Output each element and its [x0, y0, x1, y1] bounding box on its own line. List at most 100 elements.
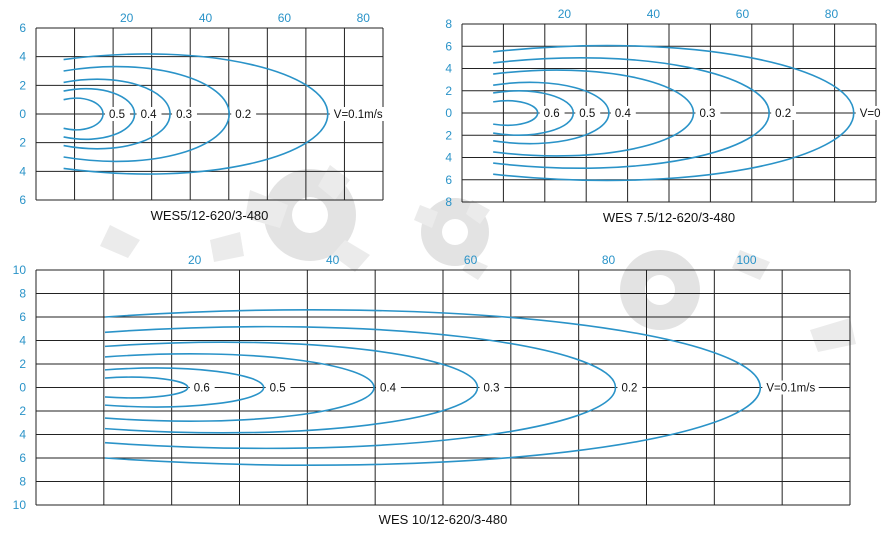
- y-tick-label: 2: [19, 357, 26, 371]
- y-tick-label: 10: [13, 498, 27, 512]
- y-tick-label: 4: [445, 62, 452, 76]
- x-tick-label: 20: [558, 7, 572, 21]
- y-tick-label: 6: [445, 39, 452, 53]
- y-tick-label: 4: [445, 151, 452, 165]
- x-tick-label: 40: [326, 253, 340, 267]
- gear-teeth-icon: [414, 200, 490, 280]
- x-tick-label: 80: [357, 11, 371, 25]
- contour-label-bg: [329, 107, 387, 121]
- velocity-contour: [104, 367, 265, 408]
- y-tick-label: 6: [19, 21, 26, 35]
- contour-label: 0.4: [141, 109, 158, 121]
- contour-label-bg: [539, 106, 565, 120]
- y-tick-label: 0: [445, 106, 452, 120]
- x-tick-label: 60: [464, 253, 478, 267]
- contour-label-bg: [376, 380, 401, 395]
- contour-label: 0.2: [775, 108, 791, 120]
- y-tick-label: 0: [19, 381, 26, 395]
- y-tick-label: 4: [19, 428, 26, 442]
- velocity-contour: [104, 376, 189, 399]
- contour-label-bg: [189, 380, 215, 395]
- contour-label: 0.3: [483, 383, 499, 395]
- x-tick-label: 40: [199, 11, 213, 25]
- y-tick-label: 6: [445, 173, 452, 187]
- y-tick-label: 6: [19, 451, 26, 465]
- y-tick-label: 8: [445, 17, 452, 31]
- velocity-contour: [493, 57, 770, 169]
- contour-label: 0.2: [621, 383, 637, 395]
- contour-label: 0.6: [194, 383, 210, 395]
- velocity-contour: [104, 353, 375, 422]
- chart-b: 864202468204060800.60.50.40.30.2V=0.1m/s…: [445, 7, 881, 225]
- velocity-contour: [104, 325, 617, 450]
- x-tick-label: 20: [188, 253, 202, 267]
- contour-label-bg: [265, 380, 291, 395]
- contour-label: V=0.1m/s: [860, 108, 881, 120]
- x-tick-label: 40: [647, 7, 661, 21]
- y-tick-label: 6: [19, 193, 26, 207]
- velocity-contour: [63, 53, 329, 175]
- contour-label-bg: [695, 106, 721, 120]
- contour-label: 0.5: [270, 383, 286, 395]
- chart-caption: WES 7.5/12-620/3-480: [603, 210, 735, 225]
- contour-label-bg: [575, 106, 601, 120]
- contour-label: V=0.1m/s: [334, 109, 383, 121]
- y-tick-label: 6: [19, 310, 26, 324]
- velocity-contour: [63, 65, 231, 163]
- contour-label: 0.5: [579, 108, 595, 120]
- contour-label-bg: [617, 380, 643, 395]
- contour-label-bg: [231, 107, 257, 121]
- y-tick-label: 8: [19, 287, 26, 301]
- contour-label: 0.3: [176, 109, 192, 121]
- contour-label-bg: [610, 106, 636, 120]
- x-tick-label: 60: [736, 7, 750, 21]
- contour-label-bg: [172, 107, 197, 121]
- y-tick-label: 8: [445, 195, 452, 209]
- contour-label: 0.3: [699, 108, 715, 120]
- velocity-contour: [63, 87, 136, 141]
- y-tick-label: 8: [19, 475, 26, 489]
- contour-label-bg: [762, 380, 819, 395]
- contour-label-bg: [855, 106, 881, 120]
- y-tick-label: 0: [19, 107, 26, 121]
- velocity-contour: [493, 90, 575, 136]
- contour-label: 0.5: [109, 109, 125, 121]
- contour-label: 0.4: [380, 383, 397, 395]
- velocity-contour: [493, 99, 539, 127]
- x-tick-label: 80: [602, 253, 616, 267]
- chart-caption: WES 10/12-620/3-480: [379, 512, 508, 527]
- contour-label: 0.4: [615, 108, 632, 120]
- y-tick-label: 4: [19, 334, 26, 348]
- contour-label: V=0.1m/s: [766, 383, 815, 395]
- x-tick-label: 100: [737, 253, 757, 267]
- velocity-contour: [104, 309, 762, 466]
- y-tick-label: 2: [445, 128, 452, 142]
- y-tick-label: 2: [445, 84, 452, 98]
- y-tick-label: 2: [19, 78, 26, 92]
- y-tick-label: 10: [13, 263, 27, 277]
- y-tick-label: 4: [19, 50, 26, 64]
- x-tick-label: 20: [120, 11, 134, 25]
- velocity-contour: [493, 44, 855, 182]
- contour-label-bg: [771, 106, 797, 120]
- x-tick-label: 80: [825, 7, 839, 21]
- x-tick-label: 60: [278, 11, 292, 25]
- contour-label-bg: [105, 107, 130, 121]
- gear-teeth-icon: [245, 165, 370, 272]
- contour-label: 0.2: [235, 109, 251, 121]
- velocity-contour: [104, 341, 479, 434]
- contour-label-bg: [479, 380, 505, 395]
- contour-label: 0.6: [544, 108, 560, 120]
- chart-caption: WES5/12-620/3-480: [151, 208, 269, 223]
- y-tick-label: 2: [19, 136, 26, 150]
- velocity-contour: [493, 69, 695, 157]
- y-tick-label: 4: [19, 164, 26, 178]
- velocity-contour: [63, 97, 104, 131]
- contour-label-bg: [136, 107, 162, 121]
- velocity-contour: [493, 81, 610, 145]
- y-tick-label: 2: [19, 404, 26, 418]
- velocity-contour: [63, 78, 171, 150]
